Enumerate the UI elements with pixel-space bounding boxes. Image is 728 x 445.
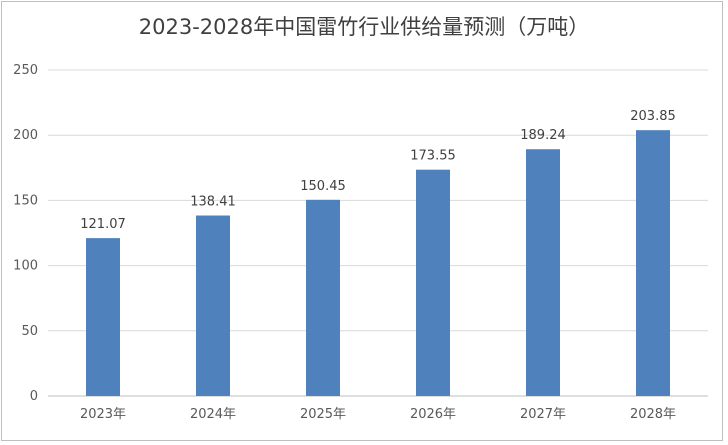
bar-2027年	[526, 149, 560, 396]
y-tick-label: 100	[13, 259, 38, 274]
chart-title: 2023-2028年中国雷竹行业供给量预测（万吨）	[138, 15, 590, 39]
y-tick-label: 150	[13, 193, 38, 208]
data-label: 173.55	[410, 149, 456, 164]
data-labels: 121.07 138.41 150.45 173.55 189.24 203.85	[80, 109, 676, 232]
bar-2026年	[416, 169, 450, 396]
y-tick-label: 200	[13, 128, 38, 143]
x-tick-label: 2024年	[190, 407, 236, 422]
bar-2028年	[636, 130, 670, 396]
y-tick-label: 50	[21, 324, 38, 339]
bar-2023年	[86, 238, 120, 396]
x-tick-label: 2023年	[80, 407, 126, 422]
x-axis-ticks: 2023年 2024年 2025年 2026年 2027年 2028年	[80, 407, 676, 422]
data-label: 121.07	[80, 217, 126, 232]
data-label: 150.45	[300, 179, 346, 194]
x-tick-label: 2027年	[520, 407, 566, 422]
data-label: 189.24	[520, 128, 566, 143]
data-label: 138.41	[190, 195, 236, 210]
y-axis-ticks: 0 50 100 150 200 250	[13, 63, 38, 404]
x-tick-label: 2026年	[410, 407, 456, 422]
bar-2024年	[196, 215, 230, 396]
y-tick-label: 0	[30, 389, 38, 404]
x-tick-label: 2028年	[630, 407, 676, 422]
gridlines	[48, 69, 708, 397]
bars	[86, 130, 670, 396]
x-tick-label: 2025年	[300, 407, 346, 422]
y-tick-label: 250	[13, 63, 38, 78]
bar-2025年	[306, 199, 340, 396]
data-label: 203.85	[630, 109, 676, 124]
